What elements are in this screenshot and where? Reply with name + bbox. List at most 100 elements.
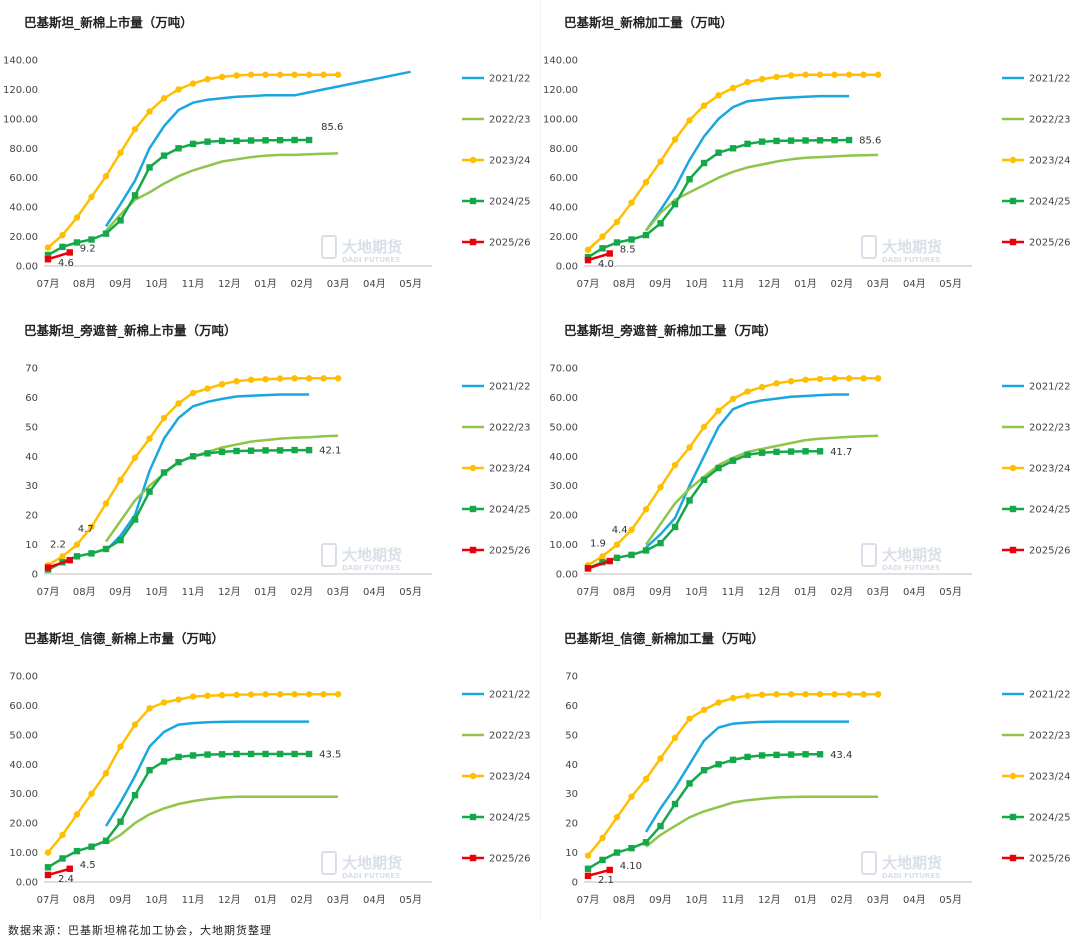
chart-svg: 0.00 20.00 40.00 60.00 80.00 100.00 120.00 140.… xyxy=(543,56,1071,291)
data-point xyxy=(584,872,592,880)
x-tick-label: 04月 xyxy=(363,278,386,290)
data-point xyxy=(146,766,153,774)
data-point xyxy=(175,458,182,466)
legend-label: 2023/24 xyxy=(489,464,531,475)
data-point xyxy=(291,750,298,758)
chart-svg: 0 10 20 30 40 50 60 70 07月 08月 09月 10月 11月 12月 01月 02月 0… xyxy=(25,364,531,599)
data-point xyxy=(320,71,327,78)
data-point xyxy=(584,865,592,872)
data-point xyxy=(729,395,737,403)
y-tick-label: 120.00 xyxy=(543,85,578,96)
data-point xyxy=(44,864,52,871)
y-tick-label: 140.00 xyxy=(543,56,578,67)
legend-label: 2024/25 xyxy=(489,197,531,208)
data-point xyxy=(218,751,226,758)
x-tick-label: 03月 xyxy=(327,586,350,598)
x-tick-label: 02月 xyxy=(290,894,313,906)
data-point xyxy=(276,71,284,78)
data-point xyxy=(189,389,197,397)
series-line-2022-23 xyxy=(105,152,339,232)
data-point xyxy=(73,847,81,855)
data-point xyxy=(584,565,592,572)
x-tick-label: 12月 xyxy=(758,278,781,290)
x-tick-label: 05月 xyxy=(399,894,422,906)
data-point xyxy=(671,523,679,531)
data-point xyxy=(729,457,737,464)
data-point xyxy=(599,553,606,560)
data-point xyxy=(671,734,679,741)
data-point xyxy=(671,461,679,469)
data-label: 41.7 xyxy=(830,447,852,458)
series-line-2021-22 xyxy=(644,720,850,833)
data-point xyxy=(218,691,226,699)
x-tick-label: 08月 xyxy=(613,278,636,290)
x-tick-label: 09月 xyxy=(649,894,672,906)
data-point xyxy=(291,136,298,144)
y-tick-label: 0.00 xyxy=(16,878,38,889)
legend-label: 2022/23 xyxy=(489,115,531,126)
data-point xyxy=(715,761,722,768)
data-point xyxy=(218,380,226,388)
x-tick-label: 10月 xyxy=(685,278,708,290)
data-point xyxy=(584,256,592,264)
y-tick-label: 30 xyxy=(565,789,578,800)
legend-label: 2021/22 xyxy=(489,74,531,85)
data-point xyxy=(131,454,139,461)
data-point xyxy=(816,751,824,758)
y-tick-label: 30.00 xyxy=(9,789,38,800)
data-point xyxy=(204,138,211,145)
data-point xyxy=(189,80,197,87)
legend-label: 2025/26 xyxy=(489,238,531,249)
data-point xyxy=(44,251,52,259)
data-point xyxy=(686,444,693,451)
legend-marker xyxy=(469,156,477,164)
x-tick-label: 07月 xyxy=(577,586,600,598)
legend-label: 2025/26 xyxy=(1029,238,1071,249)
legend-marker xyxy=(1009,772,1017,780)
legend-marker xyxy=(1009,238,1017,246)
data-point xyxy=(671,800,679,808)
x-tick-label: 01月 xyxy=(794,278,817,290)
watermark-logo-icon xyxy=(861,851,877,875)
data-point xyxy=(305,750,313,758)
y-tick-label: 70.00 xyxy=(549,364,578,375)
y-tick-label: 20 xyxy=(25,511,38,522)
legend-label: 2024/25 xyxy=(1029,505,1071,516)
data-point xyxy=(59,831,66,839)
legend-label: 2022/23 xyxy=(1029,115,1071,126)
y-tick-label: 10 xyxy=(25,540,38,551)
data-point xyxy=(117,217,124,224)
data-source-note: 数据来源：巴基斯坦棉花加工协会，大地期货整理 xyxy=(8,924,272,937)
y-tick-label: 140.00 xyxy=(3,56,38,67)
chart-title: 巴基斯坦_新棉加工量（万吨） xyxy=(564,15,733,30)
y-tick-label: 10.00 xyxy=(9,848,38,859)
series-line-2025-26 xyxy=(47,251,71,261)
legend-marker xyxy=(469,772,477,780)
data-label: 8.5 xyxy=(620,244,636,255)
data-point xyxy=(613,239,621,246)
data-point xyxy=(773,691,780,698)
y-tick-label: 80.00 xyxy=(549,144,578,155)
y-tick-label: 40.00 xyxy=(549,203,578,214)
y-tick-label: 30 xyxy=(25,481,38,492)
data-point xyxy=(715,92,722,99)
data-point xyxy=(247,137,255,144)
y-tick-label: 0.00 xyxy=(556,570,578,581)
data-point xyxy=(744,753,751,761)
data-point xyxy=(787,751,795,758)
watermark-sub: DADI FUTURES xyxy=(882,256,940,264)
y-tick-label: 60 xyxy=(565,701,578,712)
data-point xyxy=(758,75,766,83)
x-tick-label: 12月 xyxy=(758,894,781,906)
x-tick-label: 09月 xyxy=(109,894,132,906)
y-tick-label: 60.00 xyxy=(549,173,578,184)
data-point xyxy=(73,214,81,221)
x-tick-label: 07月 xyxy=(577,278,600,290)
data-point xyxy=(599,245,606,252)
legend-label: 2024/25 xyxy=(1029,197,1071,208)
data-point xyxy=(715,699,722,706)
x-tick-label: 05月 xyxy=(939,586,962,598)
y-tick-label: 40.00 xyxy=(9,760,38,771)
data-point xyxy=(88,236,95,243)
